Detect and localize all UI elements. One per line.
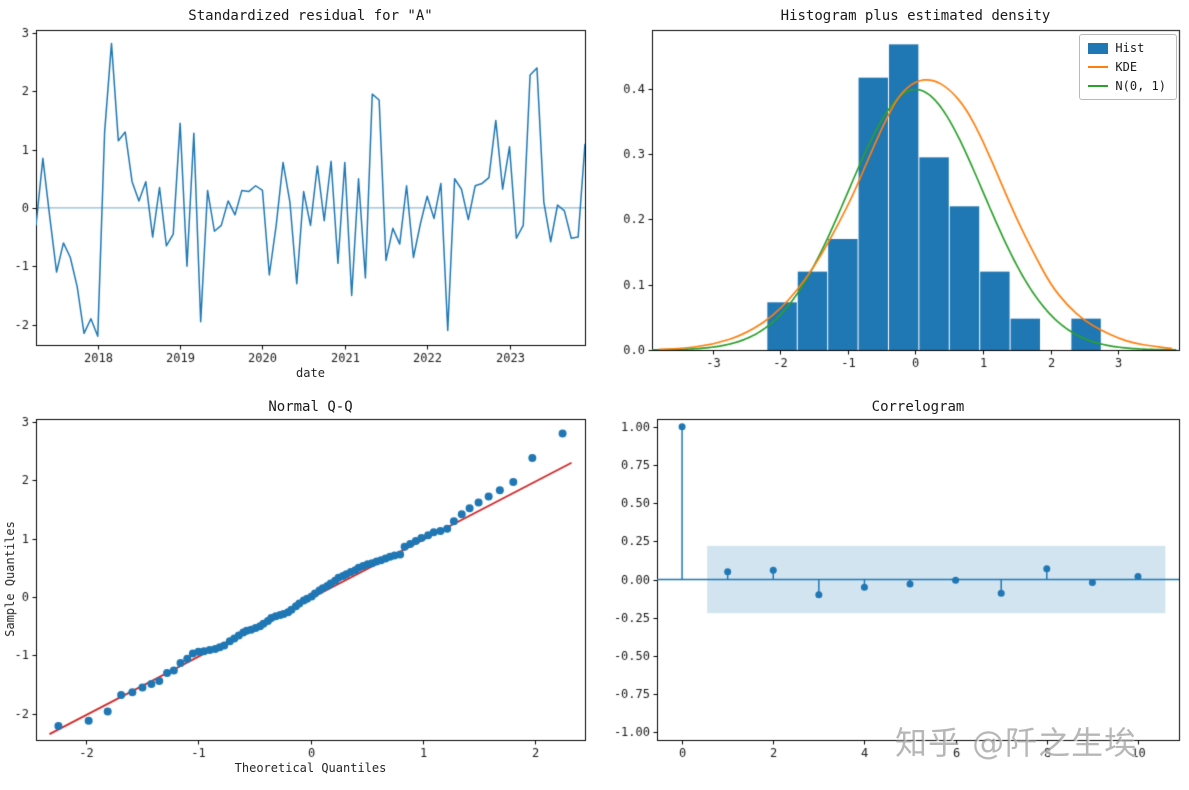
watermark: 知乎 @阡之生埃	[895, 724, 1138, 762]
legend-item-hist: Hist	[1088, 41, 1166, 55]
hist-color-swatch	[1088, 42, 1109, 54]
histogram-legend: Hist KDE N(0, 1)	[1079, 34, 1177, 100]
correlogram-chart-title: Correlogram	[871, 399, 965, 415]
normal-line-swatch	[1088, 85, 1109, 87]
legend-label-normal: N(0, 1)	[1115, 79, 1166, 93]
residual-xaxis-label: date	[296, 366, 325, 380]
legend-label-hist: Hist	[1115, 41, 1145, 55]
panel-standardized-residual: Standardized residual for "A" date	[0, 0, 595, 395]
legend-item-normal: N(0, 1)	[1088, 79, 1166, 93]
qq-plot-canvas	[0, 395, 595, 790]
residual-line-chart-canvas	[0, 0, 595, 395]
panel-normal-qq: Normal Q-Q Theoretical Quantiles Sample …	[0, 395, 595, 790]
correlogram-canvas	[595, 395, 1189, 790]
kde-line-swatch	[1088, 66, 1109, 68]
histogram-chart-title: Histogram plus estimated density	[780, 8, 1051, 24]
qq-yaxis-label: Sample Quantiles	[3, 521, 17, 637]
legend-item-kde: KDE	[1088, 60, 1166, 74]
panel-histogram-density: Histogram plus estimated density Hist KD…	[595, 0, 1189, 395]
panel-correlogram: Correlogram	[595, 395, 1189, 790]
qq-xaxis-label: Theoretical Quantiles	[234, 761, 387, 775]
legend-label-kde: KDE	[1115, 60, 1138, 74]
residual-chart-title: Standardized residual for "A"	[188, 8, 433, 24]
qq-chart-title: Normal Q-Q	[268, 399, 353, 415]
